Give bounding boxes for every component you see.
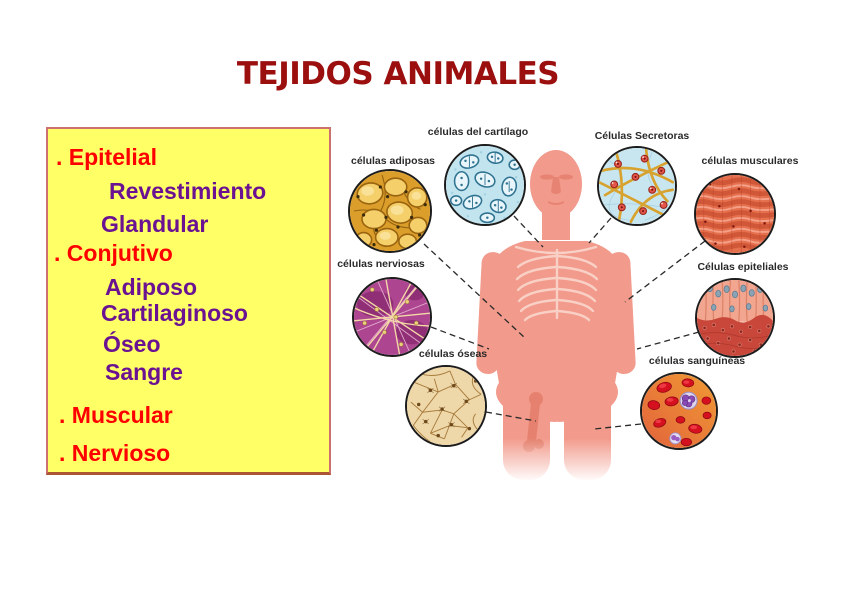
- tissue-item-oseo: Óseo: [103, 331, 161, 357]
- human-body-illustration: células adiposas células del cartílago C…: [335, 110, 815, 482]
- epithelial-cells-micrograph: [695, 278, 775, 358]
- tissue-item-conjutivo: . Conjutivo: [54, 240, 173, 266]
- tissue-item-sangre: Sangre: [105, 359, 183, 385]
- label-bone-cells: células óseas: [418, 348, 488, 360]
- bone-cells-art: [407, 367, 485, 445]
- callout-line-nerve: [430, 326, 490, 350]
- callout-line-epithelial: [636, 331, 700, 350]
- label-adipose-cells: células adiposas: [350, 155, 436, 167]
- epithelial-cells-art: [697, 280, 773, 356]
- label-epithelial-cells: Células epiteliales: [697, 261, 789, 273]
- cartilage-cells-micrograph: [444, 144, 526, 226]
- label-cartilage-cells: células del cartílago: [427, 126, 529, 138]
- adipose-cells-art: [350, 171, 430, 251]
- cartilage-cells-art: [446, 146, 524, 224]
- label-secretory-cells: Células Secretoras: [594, 130, 690, 142]
- label-blood-cells: células sanguíneas: [648, 355, 746, 367]
- callout-line-muscle: [624, 240, 706, 303]
- callout-line-bone: [485, 411, 537, 422]
- nerve-cells-micrograph: [352, 277, 432, 357]
- tissue-item-glandular: Glandular: [101, 211, 209, 237]
- tissue-item-revestimiento: Revestimiento: [109, 178, 267, 204]
- callout-line-blood: [593, 423, 642, 430]
- tissue-list-panel: . Epitelial Revestimiento Glandular . Co…: [46, 127, 331, 475]
- muscle-cells-art: [696, 175, 774, 253]
- nerve-cells-art: [354, 279, 430, 355]
- label-nerve-cells: células nerviosas: [337, 258, 425, 270]
- callout-lines: [423, 215, 706, 430]
- blood-cells-micrograph: [640, 372, 718, 450]
- muscle-cells-micrograph: [694, 173, 776, 255]
- adipose-cells-micrograph: [348, 169, 432, 253]
- secretory-cells-micrograph: [597, 146, 677, 226]
- tissue-item-adiposo: Adiposo: [105, 274, 197, 300]
- tissue-item-epitelial: . Epitelial: [56, 144, 157, 170]
- tissue-item-cartilaginoso: Cartilaginoso: [101, 300, 248, 326]
- tissue-item-muscular: . Muscular: [59, 402, 173, 428]
- body-silhouette: [423, 150, 706, 482]
- callout-line-secretory: [588, 217, 612, 244]
- secretory-cells-art: [599, 148, 675, 224]
- page-title: TEJIDOS ANIMALES: [236, 56, 560, 92]
- bone-cells-micrograph: [405, 365, 487, 447]
- tissue-item-nervioso: . Nervioso: [59, 440, 171, 466]
- callout-line-cartilage: [513, 215, 544, 248]
- callout-line-adipose: [423, 243, 526, 339]
- blood-cells-art: [642, 374, 716, 448]
- label-muscle-cells: células musculares: [701, 155, 799, 167]
